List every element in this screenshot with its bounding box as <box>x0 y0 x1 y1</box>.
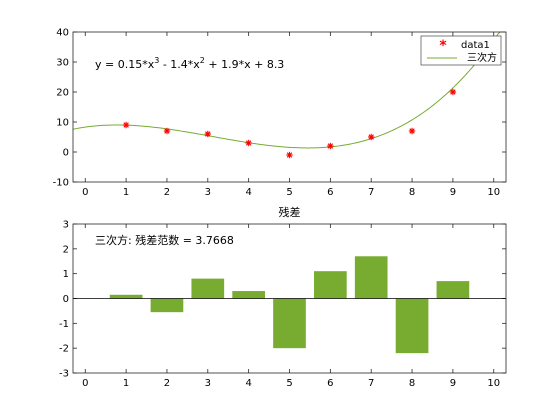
data1-point <box>245 139 252 147</box>
data1-point <box>408 127 416 135</box>
data1-point <box>327 142 334 150</box>
fit-plot-x-tick-label: 8 <box>409 187 415 198</box>
data1-markers <box>122 88 457 159</box>
residual-bar <box>354 256 388 299</box>
fit-plot-y-tick-label: -10 <box>53 178 69 189</box>
residual-plot-x-tick-label: 3 <box>205 378 211 389</box>
legend-marker-data1: * <box>439 38 447 54</box>
fit-plot-y-tick-label: 0 <box>63 148 69 159</box>
residual-bar <box>314 271 347 299</box>
residual-plot-y-tick-label: 0 <box>63 294 69 305</box>
residual-plot-x-tick-label: 8 <box>409 378 415 389</box>
residual-norm-text: 三次方: 残差范数 = 3.7668 <box>95 233 234 247</box>
residual-plot-x-tick-label: 4 <box>245 378 251 389</box>
fit-equation-exponent-3: 3 <box>154 56 159 65</box>
fit-equation-middle: - 1.4*x <box>159 58 200 71</box>
residual-plot-y-tick-label: 3 <box>63 220 69 231</box>
data1-point <box>163 127 171 135</box>
fit-plot-x-tick-label: 3 <box>205 187 211 198</box>
residual-plot-x-tick-label: 5 <box>286 378 292 389</box>
fit-equation-prefix: y = 0.15*x <box>95 58 155 71</box>
fit-plot-x-tick-label: 2 <box>164 187 170 198</box>
data1-point <box>367 133 375 141</box>
residual-bar <box>273 298 306 349</box>
residual-bar <box>191 278 225 299</box>
residual-plot-x-tick-label: 6 <box>327 378 333 389</box>
data1-point <box>204 130 212 138</box>
residual-bar <box>109 294 143 299</box>
residual-plot: 残差 0 1 2 3 4 5 6 7 8 9 10 -3 -2 -1 0 1 2 3 三次方: 残差范数 = 3… <box>59 205 507 389</box>
fit-plot-y-tick-label: 40 <box>56 28 69 39</box>
fit-plot-x-tick-label: 10 <box>487 187 500 198</box>
fit-plot-y-tick-label: 10 <box>56 118 69 129</box>
fit-plot-x-tick-label: 7 <box>368 187 374 198</box>
fit-plot-y-tick-label: 30 <box>56 58 69 69</box>
residual-plot-x-tick-label: 2 <box>164 378 170 389</box>
fit-equation-suffix: + 1.9*x + 8.3 <box>205 58 284 71</box>
fit-plot-legend: * data1 三次方 <box>420 35 502 66</box>
legend-label-data1: data1 <box>461 40 490 51</box>
residual-bar <box>395 298 429 354</box>
residual-bar <box>150 298 184 313</box>
residual-plot-x-ticks: 0 1 2 3 4 5 6 7 8 9 10 <box>82 224 500 389</box>
residual-plot-x-tick-label: 7 <box>368 378 374 389</box>
fit-plot-x-tick-label: 6 <box>327 187 333 198</box>
residual-plot-frame <box>72 223 507 374</box>
fit-equation-exponent-2: 2 <box>200 56 205 65</box>
fit-plot-x-tick-label: 4 <box>245 187 251 198</box>
residual-plot-y-tick-label: -3 <box>59 369 69 380</box>
fit-plot-frame <box>72 31 507 183</box>
residual-plot-title: 残差 <box>279 205 301 219</box>
fit-equation-text: y = 0.15*x3 - 1.4*x2 + 1.9*x + 8.3 <box>95 56 284 71</box>
residual-bars <box>109 256 470 354</box>
residual-bar <box>232 291 265 299</box>
residual-plot-x-tick-label: 1 <box>123 378 129 389</box>
residual-plot-x-tick-label: 0 <box>82 378 88 389</box>
residual-plot-y-tick-label: 2 <box>63 244 69 255</box>
data1-point <box>449 88 457 96</box>
residual-plot-y-tick-label: -2 <box>59 344 69 355</box>
data1-point <box>122 121 130 129</box>
residual-plot-y-tick-label: 1 <box>63 269 69 280</box>
residual-bar <box>436 281 470 299</box>
fit-plot-x-tick-label: 9 <box>450 187 456 198</box>
fit-plot-x-tick-label: 0 <box>82 187 88 198</box>
fit-plot-x-ticks: 0 1 2 3 4 5 6 7 8 9 10 <box>82 32 500 198</box>
fit-plot-x-tick-label: 1 <box>123 187 129 198</box>
fit-plot-x-tick-label: 5 <box>286 187 292 198</box>
residual-plot-x-tick-label: 10 <box>487 378 500 389</box>
residual-plot-x-tick-label: 9 <box>450 378 456 389</box>
legend-label-fit: 三次方 <box>467 51 497 64</box>
residual-plot-y-tick-label: -1 <box>59 319 69 330</box>
legend-box <box>420 35 502 66</box>
data1-point <box>286 151 293 159</box>
fit-plot-y-tick-label: 20 <box>56 88 69 99</box>
fit-curve-line <box>72 31 506 149</box>
